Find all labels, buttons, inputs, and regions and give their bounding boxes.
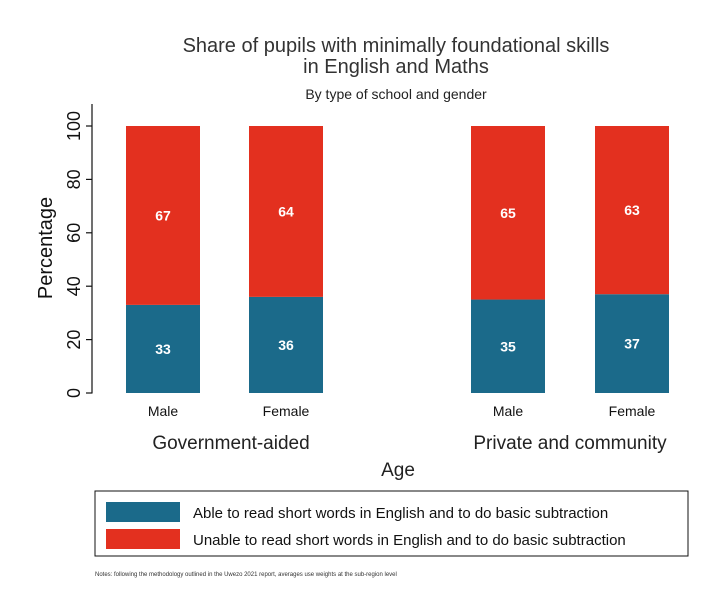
y-tick-label-0: 0	[64, 388, 84, 398]
x-axis: Male Female Male Female Government-aided Priv…	[148, 403, 667, 454]
bar-able-1	[126, 304, 200, 393]
group-label-2: Private and community	[473, 433, 667, 454]
legend-label-unable: Unable to read short words in English an…	[193, 532, 626, 549]
bar-unable-4	[595, 126, 669, 295]
chart-subtitle: By type of school and gender	[305, 86, 487, 102]
legend-swatch-able	[106, 502, 180, 522]
legend-box	[94, 490, 689, 557]
legend: Able to read short words in English and …	[94, 490, 689, 557]
y-axis-label: Percentage	[35, 197, 57, 299]
bar-unable-2	[249, 126, 323, 297]
x-tick-label-1: Male	[148, 403, 179, 419]
y-tick-label-40: 40	[64, 276, 84, 296]
bar-able-3	[471, 299, 545, 393]
legend-label-able: Able to read short words in English and …	[193, 505, 608, 522]
bar-unable-1	[126, 126, 200, 305]
bar-label-unable-1: 67	[155, 207, 171, 223]
bars-layer: 33 67 36 64 35 65 37 63	[126, 126, 669, 393]
x-tick-label-3: Male	[493, 403, 524, 419]
y-tick-label-80: 80	[64, 169, 84, 189]
chart-note: Notes: following the methodology outline…	[95, 572, 397, 578]
group-label-1: Government-aided	[152, 433, 309, 454]
bar-label-unable-4: 63	[624, 202, 640, 218]
bar-label-able-1: 33	[155, 341, 171, 357]
bar-label-able-4: 37	[624, 336, 640, 352]
bar-label-able-2: 36	[278, 337, 294, 353]
bar-label-unable-2: 64	[278, 203, 294, 219]
bar-label-able-3: 35	[500, 338, 516, 354]
y-axis: 0 20 40 60 80 100	[64, 104, 93, 398]
chart-title-line2: in English and Maths	[303, 56, 489, 78]
bar-able-2	[249, 296, 323, 393]
x-tick-label-4: Female	[609, 403, 656, 419]
x-axis-label: Age	[381, 460, 415, 481]
x-tick-label-2: Female	[263, 403, 310, 419]
bar-able-4	[595, 294, 669, 393]
bar-unable-3	[471, 126, 545, 300]
y-tick-label-60: 60	[64, 223, 84, 243]
bar-label-unable-3: 65	[500, 205, 516, 221]
legend-swatch-unable	[106, 529, 180, 549]
chart-title-line1: Share of pupils with minimally foundatio…	[183, 35, 610, 57]
y-tick-label-20: 20	[64, 330, 84, 350]
y-tick-label-100: 100	[64, 111, 84, 141]
